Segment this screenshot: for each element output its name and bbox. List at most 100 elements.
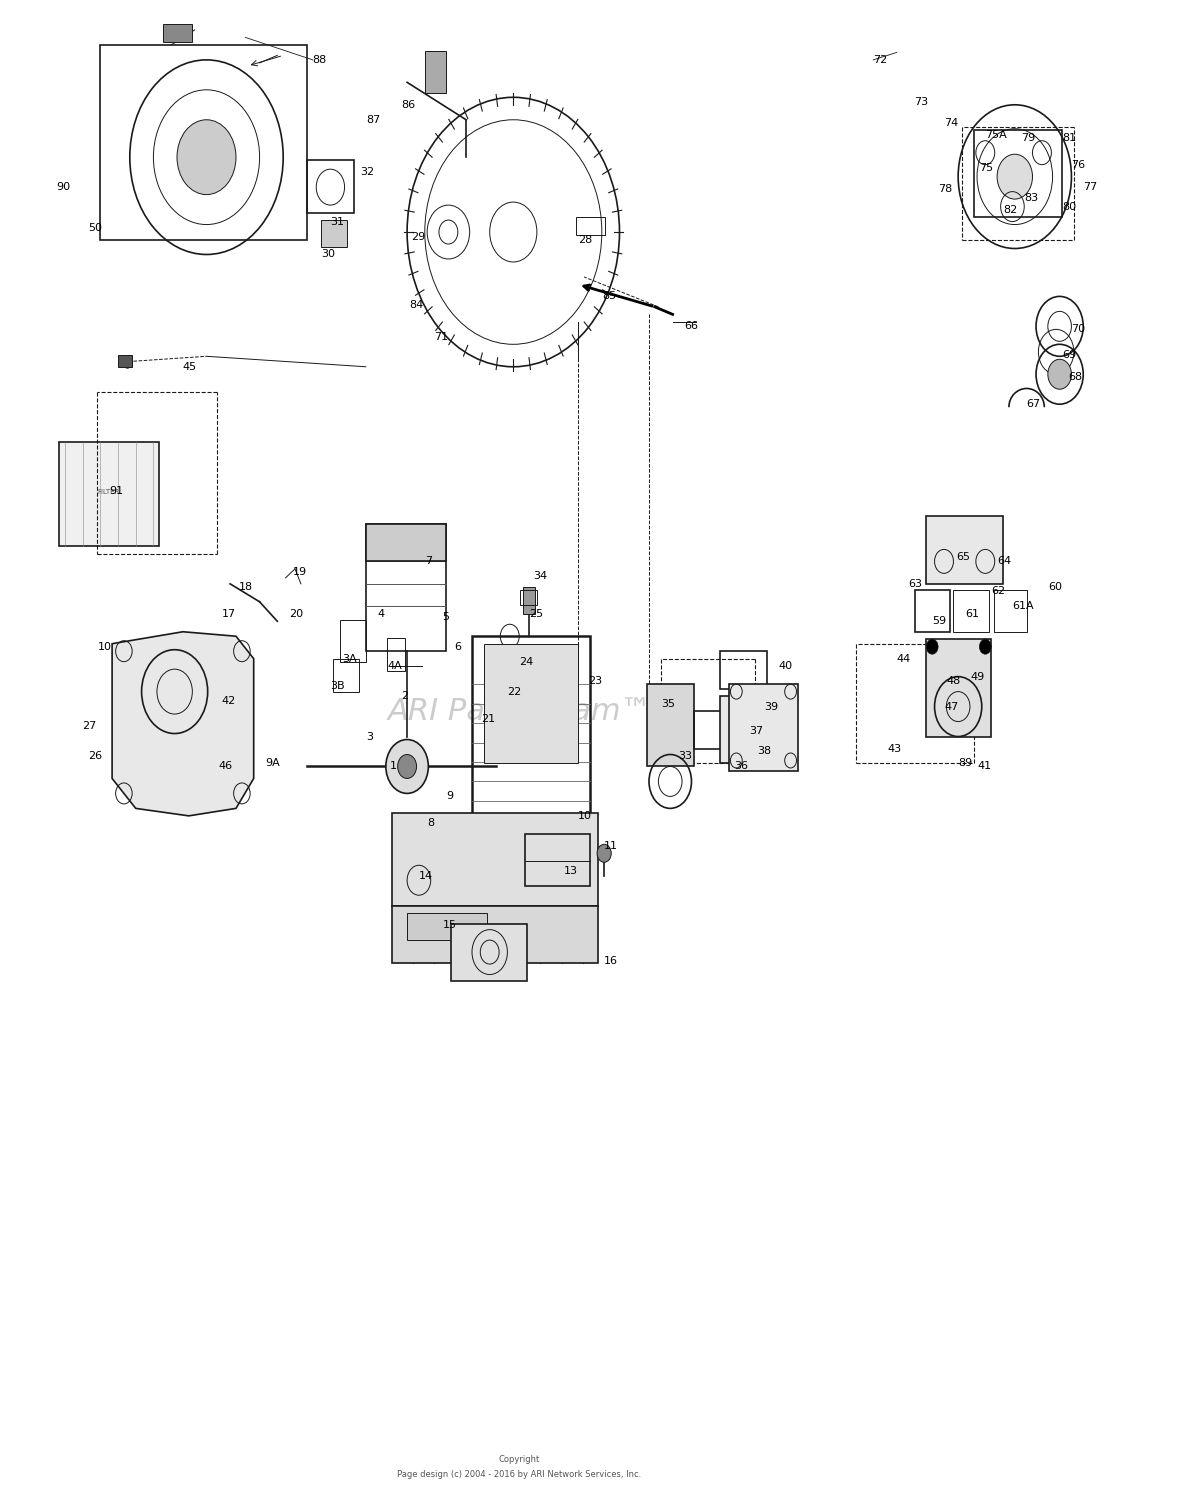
Bar [407,913,487,940]
Text: 65: 65 [956,552,970,561]
Text: 36: 36 [734,762,748,771]
Text: 4: 4 [378,609,385,618]
Text: 67: 67 [1027,400,1041,409]
Circle shape [597,844,611,862]
Bar [720,651,767,689]
Text: 26: 26 [88,751,103,760]
Bar [321,220,347,247]
Text: 50: 50 [88,223,103,232]
Text: 61: 61 [965,609,979,618]
Bar [525,834,590,886]
Bar [425,51,446,93]
Text: 63: 63 [909,579,923,588]
Text: 59: 59 [932,617,946,626]
Text: 16: 16 [604,957,618,966]
Bar [974,130,1062,217]
Text: 3: 3 [366,732,373,741]
Text: 85: 85 [602,292,616,301]
Circle shape [123,356,132,368]
Text: 32: 32 [360,168,374,177]
Bar [340,620,366,662]
Text: 31: 31 [330,217,345,226]
Text: 10: 10 [98,642,112,651]
Text: 9A: 9A [266,759,281,768]
Bar [953,590,989,632]
Text: 77: 77 [1083,183,1097,192]
Bar [472,636,590,816]
Text: 62: 62 [991,587,1005,596]
Text: 46: 46 [218,762,232,771]
Text: 41: 41 [977,762,991,771]
Bar [720,696,767,763]
Text: 89: 89 [958,759,972,768]
Text: 39: 39 [765,702,779,711]
Bar [994,590,1027,632]
Text: ARI PartStream™: ARI PartStream™ [387,696,651,726]
Text: 64: 64 [997,557,1011,566]
Text: 76: 76 [1071,160,1086,169]
Bar [576,217,605,235]
PathPatch shape [112,632,254,816]
Text: 79: 79 [1021,133,1035,142]
Text: 33: 33 [678,751,693,760]
Bar [366,524,446,651]
Text: 80: 80 [1062,202,1076,211]
Text: 18: 18 [238,582,253,591]
Text: 1: 1 [389,762,396,771]
Text: 78: 78 [938,184,952,193]
Text: 75A: 75A [985,130,1007,139]
Text: 72: 72 [873,55,887,64]
Bar [118,355,132,367]
Text: 91: 91 [110,487,124,496]
Text: 75: 75 [979,163,994,172]
Text: 34: 34 [533,572,548,581]
Circle shape [1048,359,1071,389]
Text: 9: 9 [446,792,453,801]
Bar [59,442,159,546]
Text: 37: 37 [749,726,763,735]
Text: 11: 11 [604,841,618,850]
Text: 68: 68 [1068,373,1082,382]
Text: 14: 14 [419,871,433,880]
Bar [484,644,578,763]
Text: FILTER: FILTER [98,490,119,496]
Bar [647,684,694,766]
Text: Page design (c) 2004 - 2016 by ARI Network Services, Inc.: Page design (c) 2004 - 2016 by ARI Netwo… [398,1470,641,1479]
Circle shape [979,639,991,654]
Text: 70: 70 [1071,325,1086,334]
Text: 13: 13 [564,867,578,876]
Text: 20: 20 [289,609,303,618]
Bar [926,639,991,737]
Bar [307,160,354,213]
Text: 3B: 3B [330,681,345,690]
Text: 74: 74 [944,118,958,127]
Text: 25: 25 [529,609,543,618]
Text: 44: 44 [897,654,911,663]
Bar [392,813,598,906]
Circle shape [177,120,236,195]
Text: 47: 47 [944,702,958,711]
Bar [387,638,405,671]
Text: 48: 48 [946,677,961,686]
Text: 87: 87 [366,115,380,124]
Text: 84: 84 [409,301,424,310]
Text: 49: 49 [970,672,984,681]
Text: 86: 86 [401,100,415,109]
Text: 35: 35 [661,699,675,708]
Text: Copyright: Copyright [499,1455,539,1464]
Circle shape [398,754,417,778]
Bar [694,711,735,748]
Bar [729,684,798,771]
Bar [366,524,446,561]
Text: 60: 60 [1048,582,1062,591]
Text: 43: 43 [887,744,902,753]
Text: 61A: 61A [1012,602,1034,611]
Text: 66: 66 [684,322,699,331]
Text: 45: 45 [183,362,197,371]
Text: 29: 29 [411,232,425,241]
Text: 30: 30 [321,250,335,259]
Text: 90: 90 [57,183,71,192]
Text: 27: 27 [83,722,97,731]
Text: 15: 15 [442,921,457,930]
Text: 5: 5 [442,612,450,621]
